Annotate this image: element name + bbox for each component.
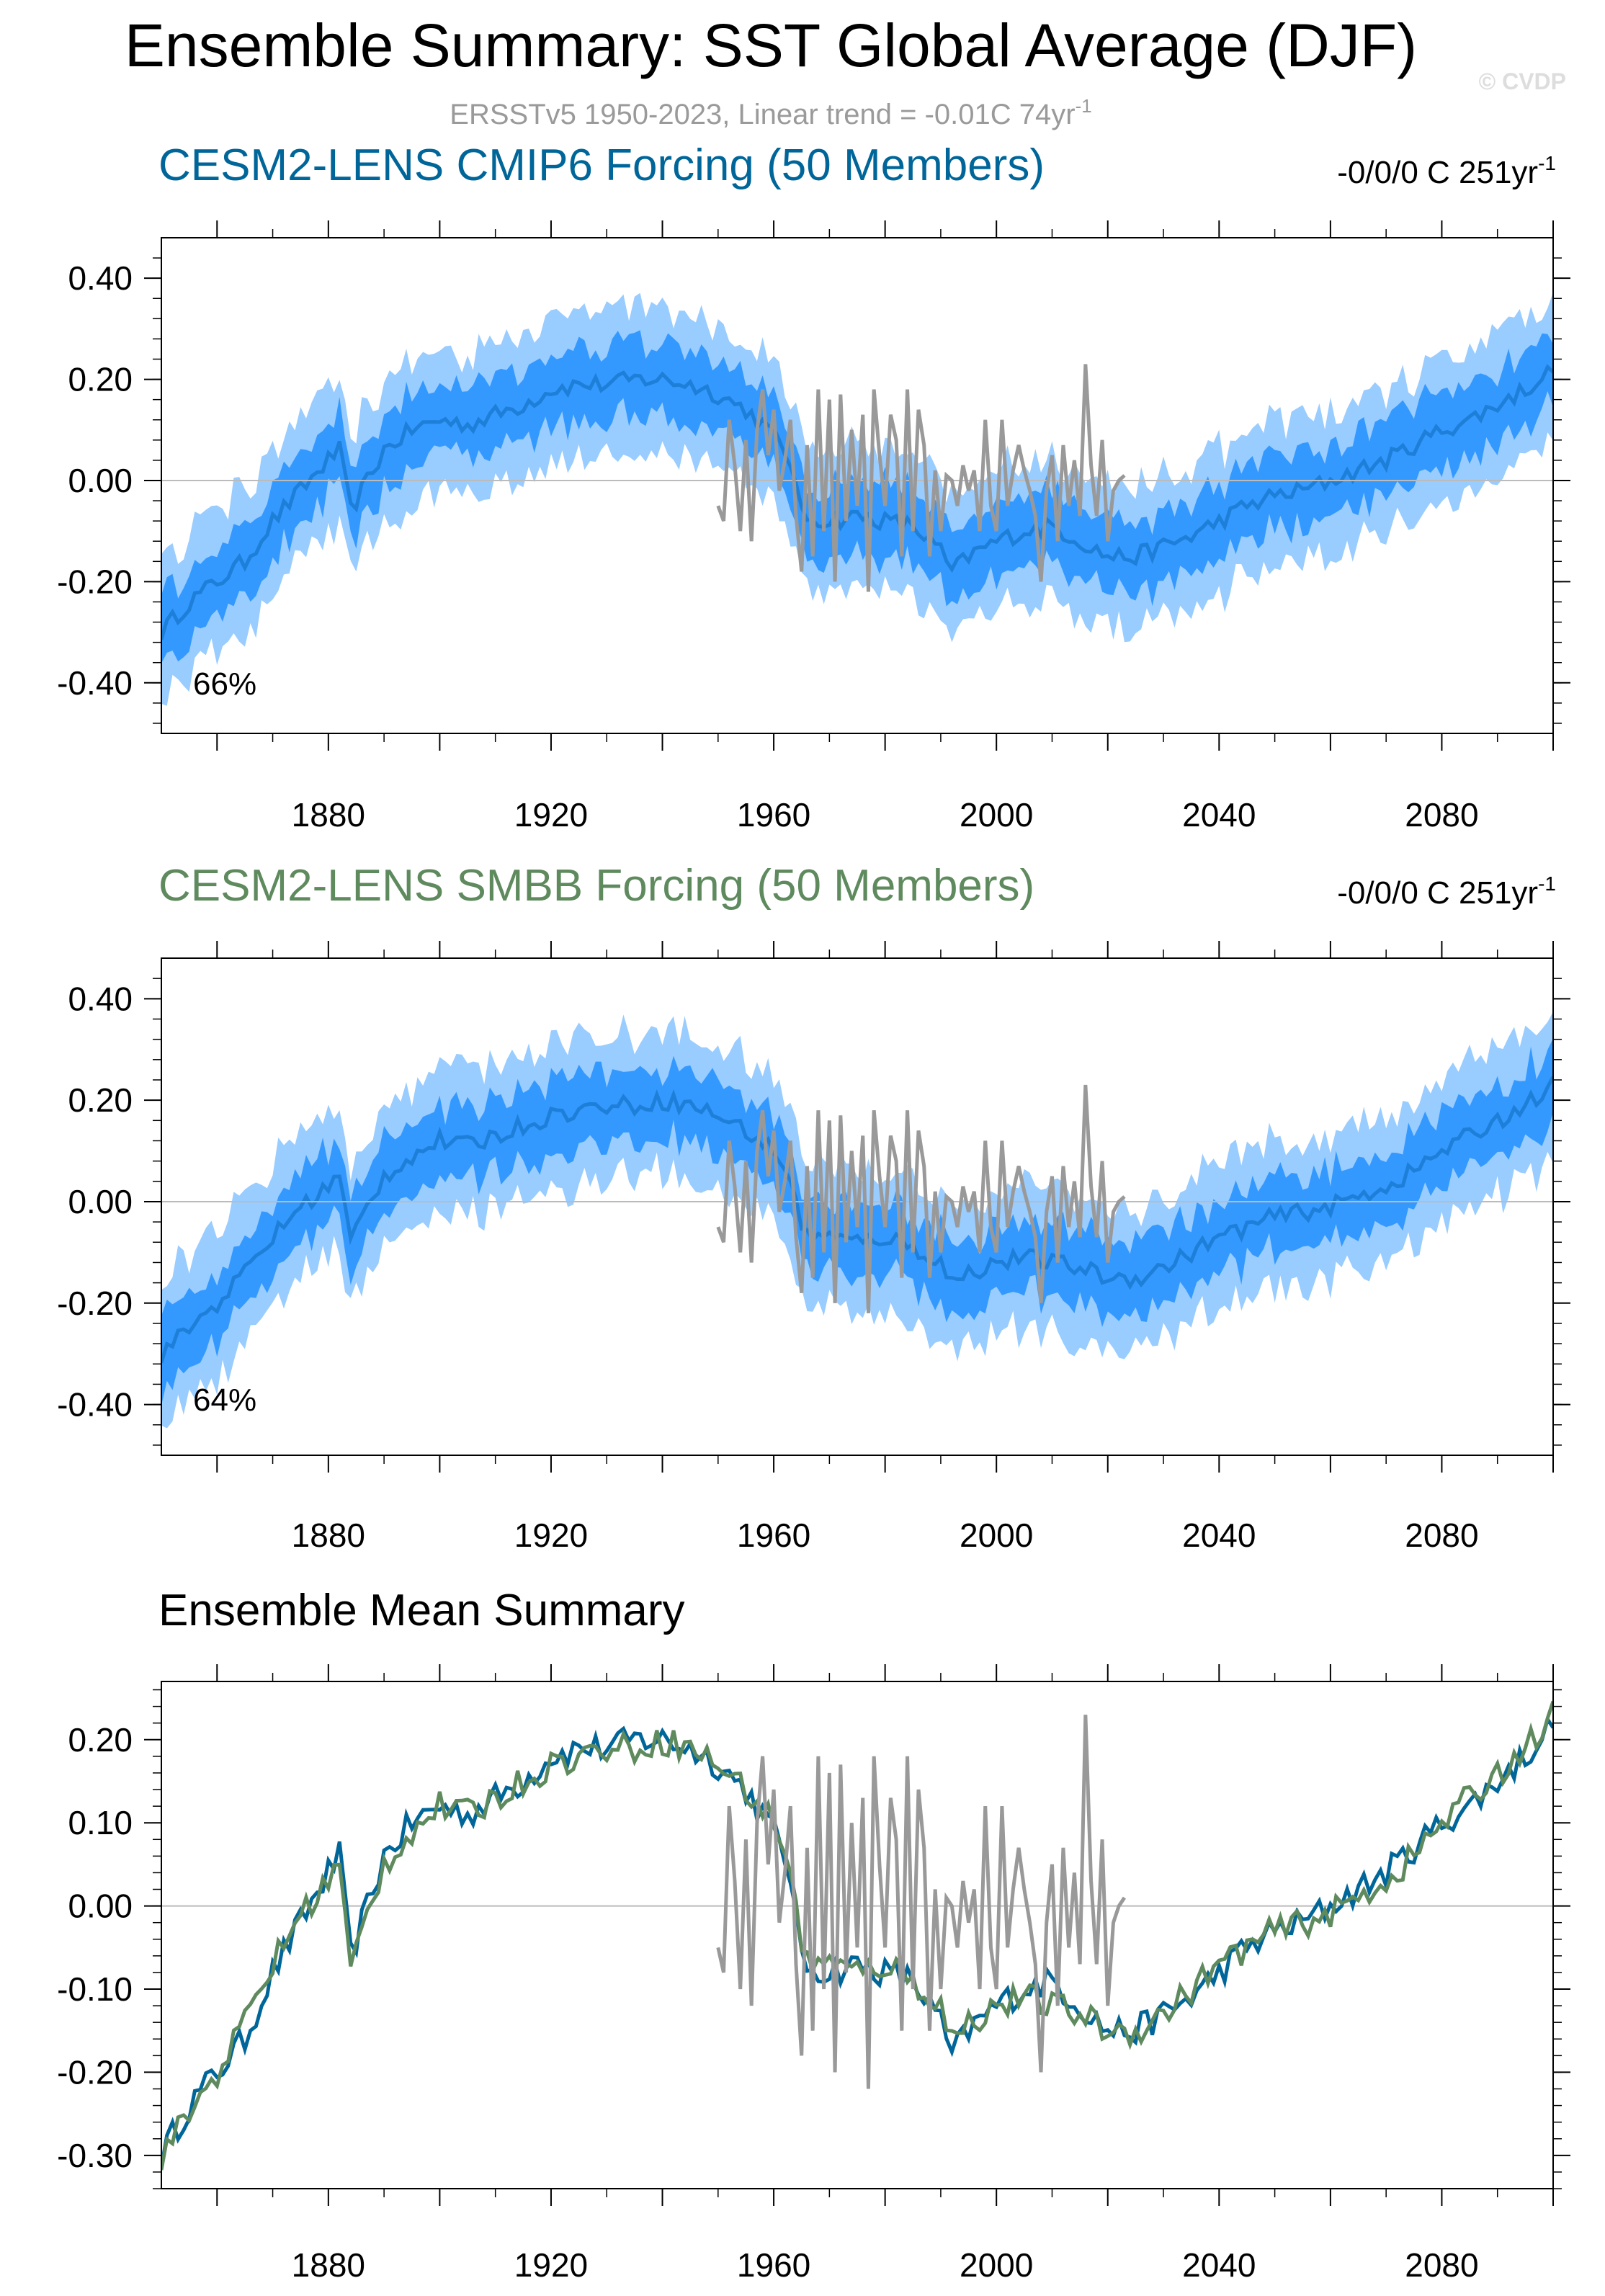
trend-label: -0/0/0 C 251yr-1 [1337, 872, 1556, 911]
y-tick-label: -0.10 [57, 1970, 133, 2008]
trend-label: -0/0/0 C 251yr-1 [1337, 152, 1556, 190]
panel-ensemble-mean: Ensemble Mean Summary -0.30 -0.20 -0.10 0.00… [57, 1586, 1570, 2284]
panel-cmip6: CESM2-LENS CMIP6 Forcing (50 Members) -0/… [57, 140, 1570, 834]
y-tick-label: -0.40 [57, 1386, 133, 1424]
figure-subtitle-superscript: -1 [1076, 95, 1092, 117]
y-tick-label: -0.20 [57, 2053, 133, 2091]
x-tick-label: 2000 [960, 1516, 1033, 1554]
y-tick-label: -0.40 [57, 664, 133, 702]
y-tick-label: 0.20 [68, 1721, 133, 1759]
y-tick-label: -0.30 [57, 2137, 133, 2174]
panel-title: CESM2-LENS CMIP6 Forcing (50 Members) [158, 140, 1045, 190]
trend-label-text: -0/0/0 C 251yr [1337, 155, 1538, 190]
observations-line [716, 1084, 1126, 1313]
y-tick-label: -0.20 [57, 563, 133, 600]
series-line-cmip6 [161, 1715, 1553, 2168]
watermark: © CVDP [1479, 68, 1566, 94]
y-tick-label: 0.20 [68, 361, 133, 398]
x-tick-label: 2000 [960, 2246, 1033, 2284]
x-tick-label: 1880 [292, 796, 365, 834]
y-tick-label: 0.00 [68, 462, 133, 499]
x-tick-label: 1960 [737, 1516, 810, 1554]
panel-title: Ensemble Mean Summary [158, 1586, 685, 1635]
figure-title: Ensemble Summary: SST Global Average (DJ… [125, 12, 1417, 79]
trend-label-text: -0/0/0 C 251yr [1337, 875, 1538, 911]
plot-area [161, 292, 1553, 706]
plot-frame [161, 237, 1554, 734]
x-tick-label: 2040 [1182, 2246, 1256, 2284]
percent-label: 66% [193, 666, 256, 702]
x-tick-label: 1920 [514, 796, 588, 834]
x-tick-label: 1960 [737, 2246, 810, 2284]
observations-line [716, 1715, 1127, 2089]
observations-line [716, 364, 1126, 592]
x-tick-label: 1920 [514, 2246, 588, 2284]
x-tick-label: 2080 [1405, 796, 1478, 834]
y-tick-label: -0.20 [57, 1285, 133, 1322]
ensemble-mean-line [161, 1076, 1553, 1364]
panel-title: CESM2-LENS SMBB Forcing (50 Members) [158, 861, 1034, 911]
x-tick-label: 1960 [737, 796, 810, 834]
plot-frame [161, 957, 1554, 1456]
percent-label: 64% [193, 1382, 256, 1418]
x-tick-label: 2000 [960, 796, 1033, 834]
x-tick-label: 1880 [292, 2246, 365, 2284]
plot-frame [161, 1681, 1554, 2189]
y-tick-label: 0.00 [68, 1888, 133, 1925]
plot-area [161, 1011, 1553, 1429]
x-tick-label: 2080 [1405, 2246, 1478, 2284]
x-tick-label: 1880 [292, 1516, 365, 1554]
trend-label-superscript: -1 [1538, 152, 1556, 174]
plot-area [161, 1700, 1553, 2171]
x-tick-label: 2040 [1182, 1516, 1256, 1554]
panel-smbb: CESM2-LENS SMBB Forcing (50 Members) -0/0… [57, 861, 1570, 1554]
x-tick-label: 2080 [1405, 1516, 1478, 1554]
x-tick-label: 1920 [514, 1516, 588, 1554]
series-line-smbb [161, 1700, 1553, 2171]
trend-label-superscript: -1 [1538, 872, 1556, 895]
y-tick-label: 0.10 [68, 1804, 133, 1841]
y-tick-label: 0.40 [68, 259, 133, 297]
figure-subtitle: ERSSTv5 1950-2023, Linear trend = -0.01C… [450, 95, 1091, 130]
figure-subtitle-text: ERSSTv5 1950-2023, Linear trend = -0.01C… [450, 99, 1075, 130]
y-tick-label: 0.20 [68, 1081, 133, 1119]
y-tick-label: 0.40 [68, 980, 133, 1017]
x-tick-label: 2040 [1182, 796, 1256, 834]
y-tick-label: 0.00 [68, 1183, 133, 1220]
